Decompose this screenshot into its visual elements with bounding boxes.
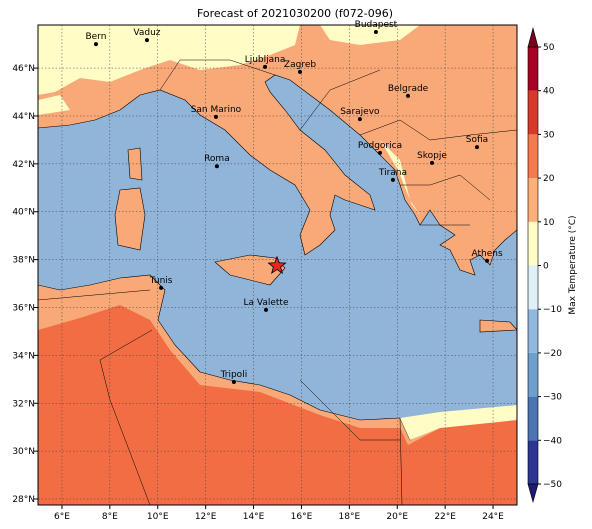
x-tick-label: 12°E: [195, 512, 217, 522]
city-dot: [475, 145, 480, 150]
colorbar-band: [528, 90, 538, 135]
city-dot: [357, 117, 362, 122]
y-tick-label: 40°N: [12, 208, 35, 218]
grid-layer: [38, 25, 517, 505]
city-label: Bern: [85, 32, 106, 42]
y-tick-label: 36°N: [12, 303, 35, 313]
colorbar-tick-label: 20: [543, 174, 555, 184]
city-dot: [144, 38, 149, 43]
city-label: Skopje: [417, 151, 447, 161]
y-tick-label: 44°N: [12, 112, 35, 122]
colorbar-band: [528, 178, 538, 222]
x-tick-label: 24°E: [482, 512, 504, 522]
colorbar-tick-label: −20: [543, 349, 562, 359]
x-tick-label: 6°E: [54, 512, 70, 522]
colorbar-tick-label: 0: [543, 262, 549, 272]
city-label: Sofia: [466, 135, 488, 145]
y-tick-label: 34°N: [12, 351, 35, 361]
colorbar-tick-label: −50: [543, 480, 562, 490]
x-tick-label: 10°E: [147, 512, 169, 522]
city-dot: [231, 379, 236, 384]
crete: [479, 319, 517, 333]
city-dot: [485, 258, 490, 263]
colorbar-tick-label: 50: [543, 43, 555, 53]
x-tick-label: 22°E: [434, 512, 456, 522]
city-dot: [159, 285, 164, 290]
city-dot: [263, 64, 268, 69]
city-dot: [390, 177, 395, 182]
city-label: Tunis: [149, 276, 173, 286]
y-tick-label: 38°N: [12, 256, 35, 266]
city-label: Podgorica: [358, 141, 402, 151]
city-label: Roma: [204, 154, 230, 164]
colorbar-tick-label: −30: [543, 393, 562, 403]
colorbar-band: [528, 221, 538, 266]
city-label: Belgrade: [388, 84, 429, 94]
city-label: La Valette: [244, 298, 289, 308]
colorbar-band: [528, 396, 538, 441]
y-tick-label: 28°N: [12, 495, 35, 505]
colorbar-band: [528, 352, 538, 397]
egypt-cool-zone: [400, 405, 517, 440]
city-label: Tirana: [378, 168, 407, 178]
y-tick-label: 30°N: [12, 447, 35, 457]
corsica: [127, 147, 143, 181]
y-tick-label: 42°N: [12, 160, 35, 170]
colorbar-tick-label: −10: [543, 305, 562, 315]
city-dot: [298, 69, 303, 74]
city-dot: [93, 42, 98, 47]
colorbar-band: [528, 440, 538, 484]
y-tick-label: 46°N: [12, 64, 35, 74]
city-dot: [373, 29, 378, 34]
city-label: Budapest: [355, 20, 398, 30]
sardinia: [114, 187, 146, 251]
colorbar-band: [528, 265, 538, 310]
alps-cold-zone: [38, 25, 420, 215]
x-tick-label: 16°E: [291, 512, 313, 522]
europe-land: [38, 25, 517, 276]
colorbar-tick-label: −40: [543, 436, 562, 446]
colorbar-tick-label: 10: [543, 218, 555, 228]
city-dot: [429, 160, 434, 165]
sicily: [214, 254, 286, 286]
y-tick-label: 32°N: [12, 399, 35, 409]
city-dot: [214, 164, 219, 169]
colorbar-over: [527, 26, 539, 48]
city-label: Sarajevo: [340, 107, 380, 117]
event-marker: [267, 255, 287, 275]
colorbar-band: [528, 134, 538, 179]
x-tick-label: 14°E: [243, 512, 265, 522]
x-tick-label: 18°E: [339, 512, 361, 522]
map-body: [38, 25, 517, 505]
colorbar-label: Max Temperature (°C): [568, 215, 578, 314]
city-dot: [406, 93, 411, 98]
colorbar-band: [528, 309, 538, 353]
x-tick-label: 20°E: [386, 512, 408, 522]
city-dot: [378, 150, 383, 155]
map-title: Forecast of 2021030200 (f072-096): [197, 7, 393, 20]
city-dot: [264, 307, 269, 312]
city-dot: [213, 114, 218, 119]
colorbar-under: [527, 483, 539, 504]
city-label: Athens: [471, 249, 502, 259]
city-label: Zagreb: [284, 60, 316, 70]
city-label: Tripoli: [220, 370, 248, 380]
x-tick-label: 8°E: [102, 512, 118, 522]
colorbar-tick-label: 40: [543, 87, 555, 97]
city-label: Vaduz: [133, 28, 160, 38]
city-label: Ljubljana: [245, 55, 286, 65]
colorbar-band: [528, 47, 538, 91]
city-label: San Marino: [191, 105, 242, 115]
map-frame: [37, 24, 518, 506]
colorbar-tick-label: 30: [543, 130, 555, 140]
